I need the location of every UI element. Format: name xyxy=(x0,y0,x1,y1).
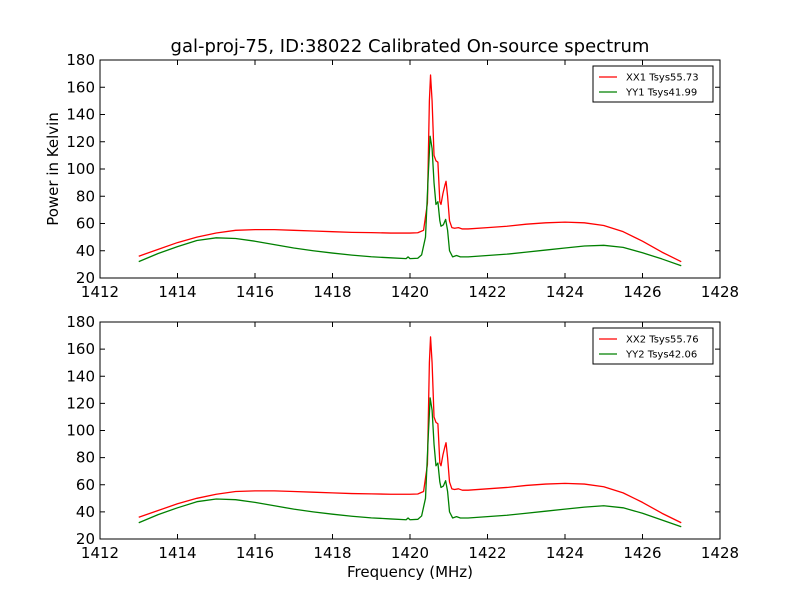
x-tick-label: 1426 xyxy=(623,544,661,562)
y-tick-label: 140 xyxy=(66,367,95,385)
y-tick-label: 20 xyxy=(76,269,95,287)
legend-box xyxy=(592,327,714,365)
x-tick-label: 1424 xyxy=(546,544,584,562)
y-tick-label: 160 xyxy=(66,340,95,358)
series-line-1-1 xyxy=(138,397,682,528)
x-tick-label: 1428 xyxy=(701,283,739,301)
bottom-panel: 1412 1414 1416 1418 1420 1422 1424 1426 1428 20 40… xyxy=(66,313,739,562)
legend-entry: XX1 Tsys55.73 xyxy=(626,73,699,84)
x-tick-label: 1412 xyxy=(81,544,119,562)
y-tick-label: 80 xyxy=(76,449,95,467)
y-tick-label: 60 xyxy=(76,215,95,233)
x-tick-label: 1412 xyxy=(81,283,119,301)
y-tick-label: 40 xyxy=(76,242,95,260)
y-tick-label: 20 xyxy=(76,530,95,548)
top-panel: 1412 1414 1416 1418 1420 1422 1424 1426 1428 20 40… xyxy=(66,51,739,301)
series-line-1-0 xyxy=(138,336,682,524)
y-tick-label: 80 xyxy=(76,187,95,205)
x-tick-label: 1418 xyxy=(313,544,351,562)
legend-box xyxy=(592,65,714,103)
y-tick-label: 100 xyxy=(66,160,95,178)
y-axis-label: Power in Kelvin xyxy=(44,112,62,226)
x-tick-label: 1416 xyxy=(236,544,274,562)
figure-title: gal-proj-75, ID:38022 Calibrated On-sour… xyxy=(171,36,650,57)
x-tick-label: 1422 xyxy=(468,283,506,301)
legend-entry: XX2 Tsys55.76 xyxy=(626,335,699,346)
x-axis-label: Frequency (MHz) xyxy=(347,563,473,581)
y-tick-label: 120 xyxy=(66,133,95,151)
x-tick-label: 1422 xyxy=(468,544,506,562)
x-tick-label: 1428 xyxy=(701,544,739,562)
x-tick-label: 1414 xyxy=(158,283,196,301)
y-tick-label: 120 xyxy=(66,394,95,412)
legend: XX2 Tsys55.76 YY2 Tsys42.06 xyxy=(592,327,714,365)
y-tick-label: 180 xyxy=(66,313,95,331)
series-line-0-1 xyxy=(138,135,682,267)
x-tick-label: 1414 xyxy=(158,544,196,562)
x-tick-label: 1426 xyxy=(623,283,661,301)
legend-entry: YY1 Tsys41.99 xyxy=(625,88,697,99)
legend-entry: YY2 Tsys42.06 xyxy=(625,350,697,361)
series-line-0-0 xyxy=(138,74,682,263)
y-tick-label: 100 xyxy=(66,422,95,440)
y-tick-label: 140 xyxy=(66,106,95,124)
x-tick-label: 1420 xyxy=(391,544,429,562)
y-tick-label: 160 xyxy=(66,78,95,96)
x-tick-label: 1416 xyxy=(236,283,274,301)
legend: XX1 Tsys55.73 YY1 Tsys41.99 xyxy=(592,65,714,103)
x-tick-label: 1420 xyxy=(391,283,429,301)
x-tick-label: 1418 xyxy=(313,283,351,301)
y-tick-label: 60 xyxy=(76,476,95,494)
y-tick-label: 40 xyxy=(76,503,95,521)
y-tick-label: 180 xyxy=(66,51,95,69)
x-tick-label: 1424 xyxy=(546,283,584,301)
